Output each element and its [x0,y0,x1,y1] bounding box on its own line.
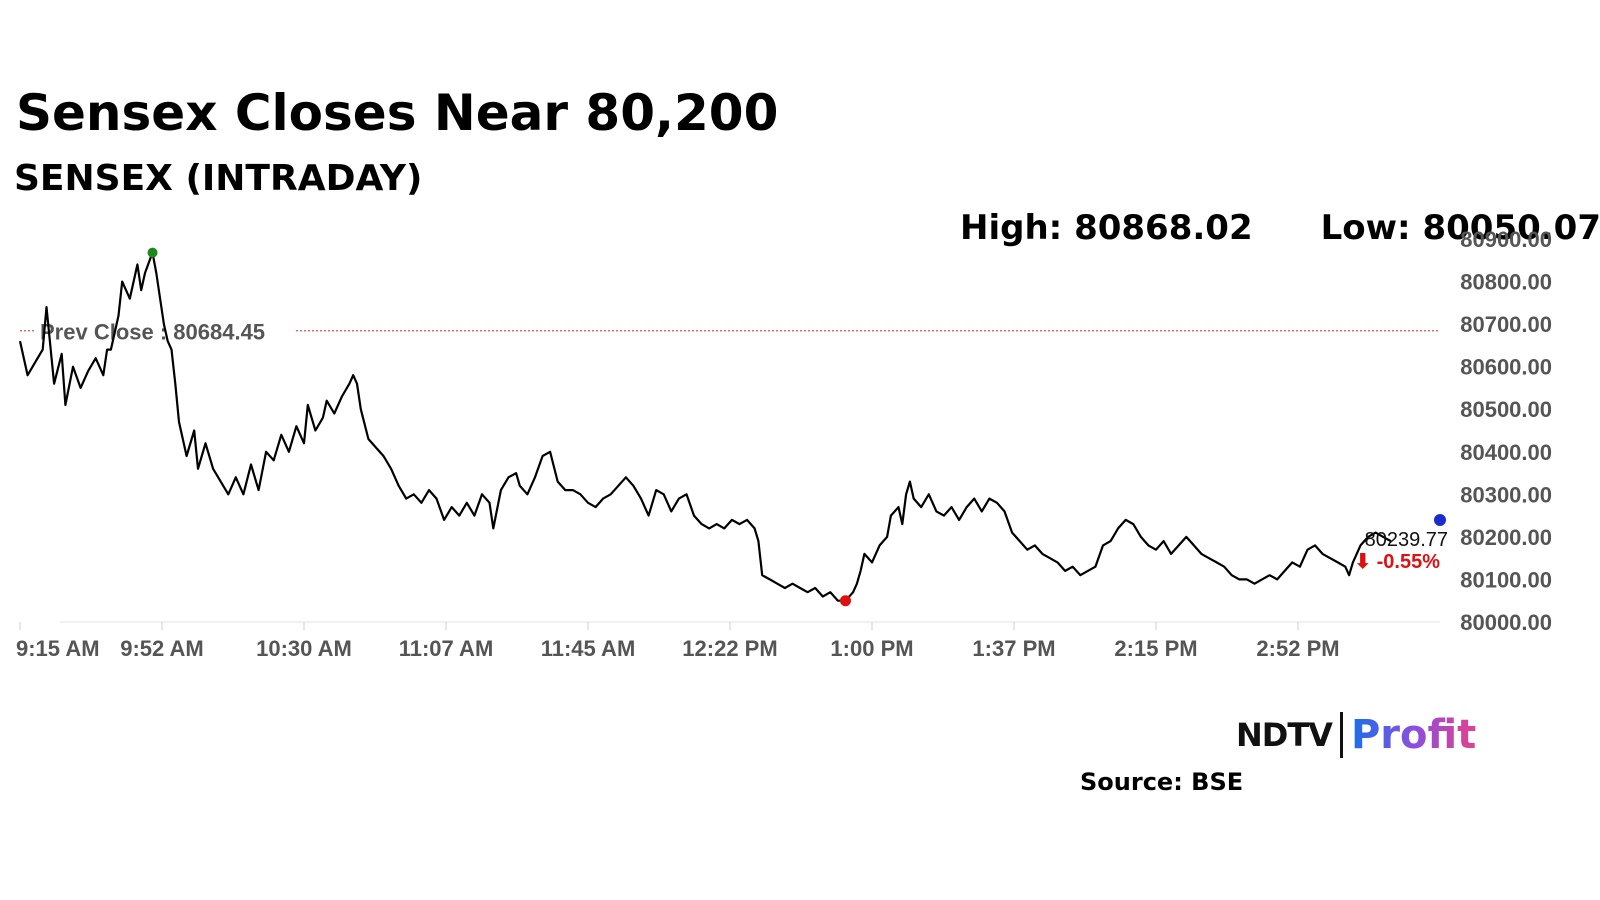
x-tick-label: 1:37 PM [972,636,1055,661]
y-tick-label: 80700.00 [1460,312,1552,337]
x-tick-label: 10:30 AM [256,636,352,661]
brand-separator [1339,712,1343,758]
last-price-label: 80239.77 [1365,529,1448,551]
source-note: Source: BSE [1080,768,1244,796]
y-tick-label: 80900.00 [1460,227,1552,252]
brand-ndtv: NDTV [1236,716,1333,754]
y-tick-label: 80800.00 [1460,270,1552,295]
ndtv-profit-logo: NDTV Profit [1236,712,1476,758]
chart-subtitle: SENSEX (INTRADAY) [14,158,423,199]
y-tick-label: 80000.00 [1460,610,1552,635]
price-line [18,251,1392,602]
x-tick-label: 2:52 PM [1256,636,1339,661]
x-axis: 9:15 AM 9:52 AM 10:30 AM 11:07 AM 11:45 AM 12… [16,621,1440,661]
y-tick-label: 80400.00 [1460,440,1552,465]
low-marker [839,595,851,607]
x-tick-label: 12:22 PM [682,636,777,661]
y-tick-label: 80100.00 [1460,567,1552,592]
y-tick-label: 80600.00 [1460,355,1552,380]
prev-close-group: Prev Close : 80684.45 [20,315,1440,346]
price-series [18,251,1392,602]
high-label: High: 80868.02 [960,208,1253,248]
x-tick-label: 9:52 AM [120,636,204,661]
y-axis: 80000.00 80100.00 80200.00 80300.00 80400.00… [1460,227,1552,635]
x-tick-label: 2:15 PM [1114,636,1197,661]
high-low-summary: High: 80868.02 Low: 80050.07 [960,208,1600,248]
headline: Sensex Closes Near 80,200 [16,84,779,142]
y-tick-label: 80300.00 [1460,482,1552,507]
x-tick-label: 11:07 AM [399,636,494,661]
low-label: Low: 80050.07 [1320,208,1600,248]
x-tick-label: 9:15 AM [16,636,100,661]
high-marker [147,247,158,258]
x-tick-label: 11:45 AM [541,636,636,661]
y-tick-label: 80500.00 [1460,397,1552,422]
last-price-marker [1434,513,1446,526]
y-tick-label: 80200.00 [1460,525,1552,550]
x-tick-label: 1:00 PM [830,636,913,661]
prev-close-label: Prev Close : 80684.45 [40,320,265,345]
brand-profit: Profit [1350,712,1477,758]
change-percent-label: ⬇ -0.55% [1354,551,1440,573]
